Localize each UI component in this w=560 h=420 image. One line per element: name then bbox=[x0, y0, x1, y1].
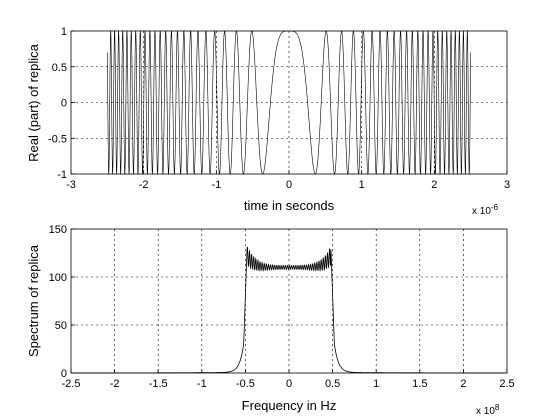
p2-x-tick-label: 2 bbox=[460, 378, 466, 390]
p1-y-tick-label: 0 bbox=[61, 98, 67, 110]
p1-y-tick-label: 1 bbox=[61, 26, 67, 38]
top-plot-x-axis-label: time in seconds bbox=[244, 198, 335, 213]
p1-x-tick-label: -1 bbox=[211, 179, 221, 191]
bottom-plot-x-exponent-power: 8 bbox=[495, 403, 500, 412]
bottom-plot-x-axis-label: Frequency in Hz bbox=[242, 398, 337, 413]
top-plot-x-ticks: -3 -2 -1 0 1 2 3 bbox=[66, 170, 510, 191]
p1-y-tick-label: -1 bbox=[57, 169, 67, 181]
top-plot: -3 -2 -1 0 1 2 3 -1 -0.5 0 0.5 1 time in seconds R… bbox=[26, 26, 510, 217]
bottom-plot-y-axis-label: Spectrum of replica bbox=[26, 244, 41, 357]
bottom-plot-y-ticks: 0 50 100 150 bbox=[49, 224, 75, 380]
p1-x-tick-label: 1 bbox=[359, 179, 365, 191]
p1-x-tick-label: -3 bbox=[66, 179, 76, 191]
p1-x-tick-label: 0 bbox=[286, 179, 292, 191]
p2-x-tick-label: 2.5 bbox=[499, 378, 514, 390]
bottom-plot: -2.5 -2 -1.5 -1 -0.5 0 0.5 1 1.5 2 2.5 0 50 100 150 F… bbox=[26, 224, 515, 417]
top-plot-x-exponent-base: x 10 bbox=[472, 206, 491, 217]
p2-x-tick-label: -0.5 bbox=[236, 378, 255, 390]
top-plot-y-ticks: -1 -0.5 0 0.5 1 bbox=[48, 26, 75, 181]
p1-x-tick-label: 2 bbox=[431, 179, 437, 191]
p2-x-tick-label: -1.5 bbox=[149, 378, 168, 390]
p2-y-tick-label: 150 bbox=[49, 224, 67, 236]
p2-x-tick-label: 1.5 bbox=[412, 378, 427, 390]
p1-x-tick-label: -2 bbox=[139, 179, 149, 191]
p2-y-tick-label: 0 bbox=[61, 368, 67, 380]
p1-y-tick-label: -0.5 bbox=[48, 133, 67, 145]
p1-x-tick-label: 3 bbox=[504, 179, 510, 191]
p2-y-tick-label: 100 bbox=[49, 272, 67, 284]
top-plot-x-exponent-power: -6 bbox=[491, 203, 499, 212]
bottom-plot-x-ticks: -2.5 -2 -1.5 -1 -0.5 0 0.5 1 1.5 2 2.5 bbox=[62, 369, 515, 390]
p2-x-tick-label: -2.5 bbox=[62, 378, 81, 390]
top-plot-x-exponent: x 10-6 bbox=[472, 203, 499, 217]
top-plot-y-axis-label: Real (part) of replica bbox=[26, 43, 41, 162]
p2-x-tick-label: 0 bbox=[286, 378, 292, 390]
bottom-plot-x-exponent-base: x 10 bbox=[476, 406, 495, 417]
p2-x-tick-label: -1 bbox=[197, 378, 207, 390]
bottom-plot-grid bbox=[71, 229, 507, 373]
p1-y-tick-label: 0.5 bbox=[52, 62, 67, 74]
p2-x-tick-label: 1 bbox=[373, 378, 379, 390]
bottom-plot-x-exponent: x 108 bbox=[476, 403, 500, 417]
p2-x-tick-label: 0.5 bbox=[325, 378, 340, 390]
p2-x-tick-label: -2 bbox=[110, 378, 120, 390]
p2-y-tick-label: 50 bbox=[55, 320, 67, 332]
